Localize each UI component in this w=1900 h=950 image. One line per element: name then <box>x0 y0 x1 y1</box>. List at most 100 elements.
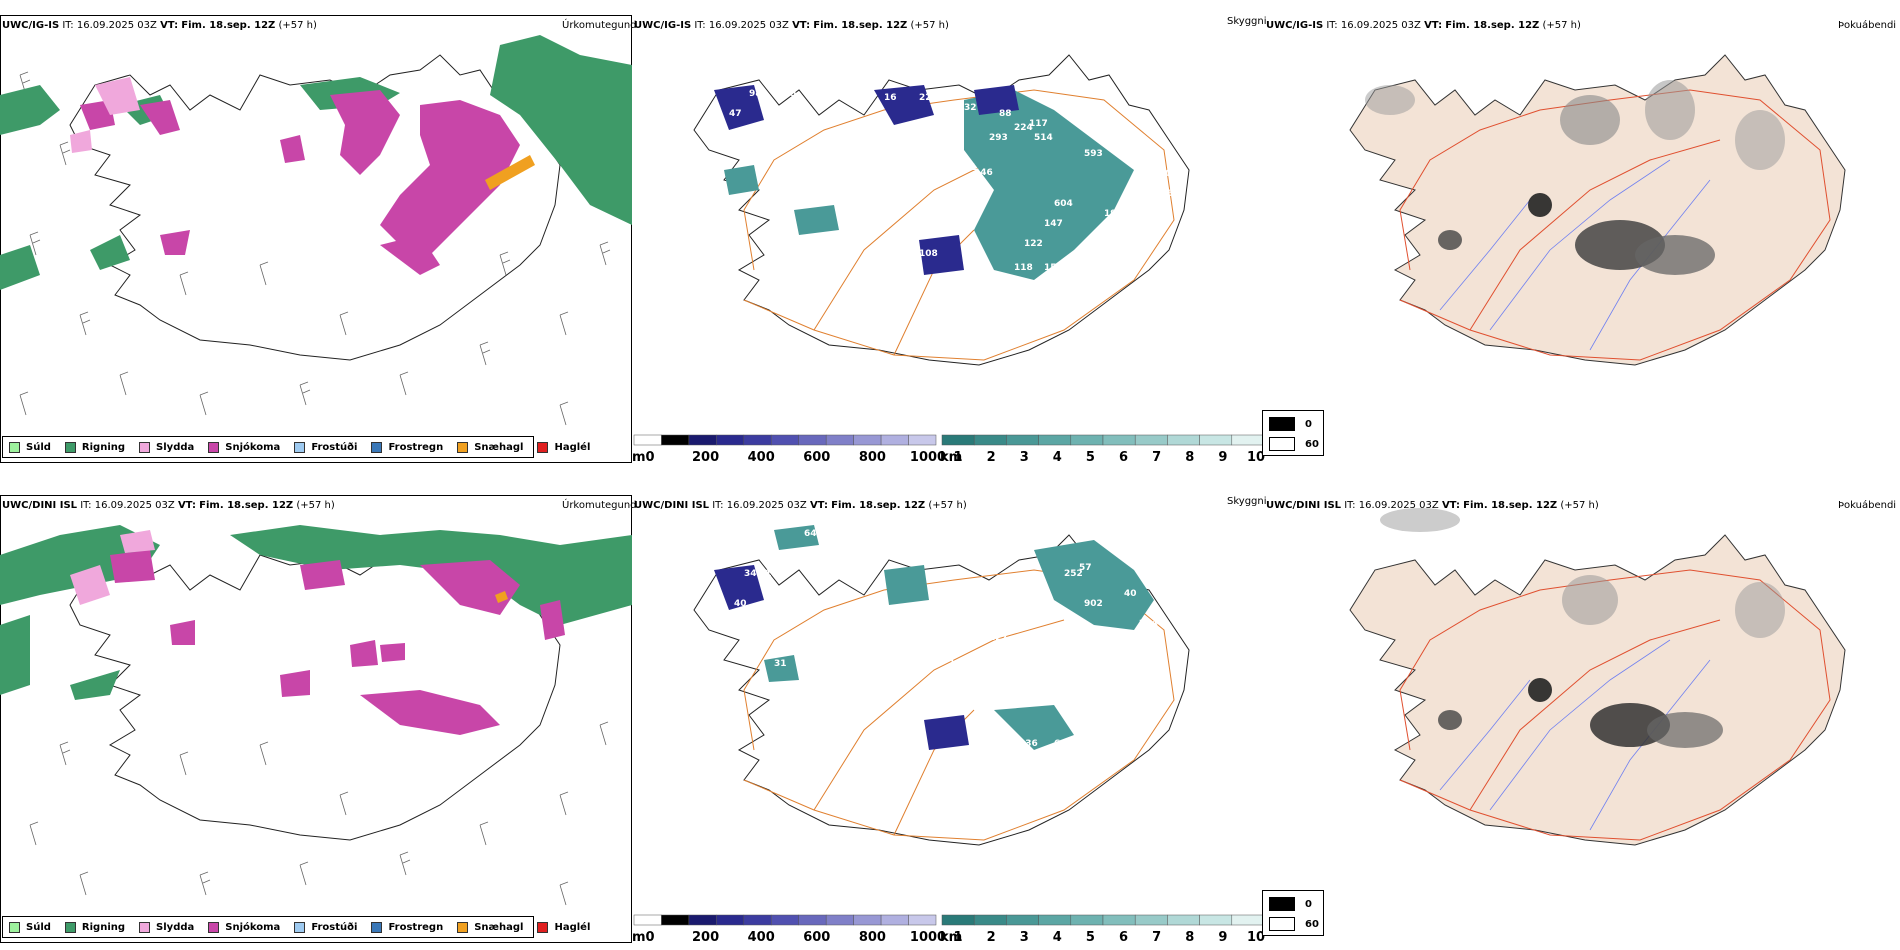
colorbar-swatch <box>771 914 799 926</box>
colorbar-swatch <box>973 434 1007 446</box>
colorbar-tick: 10 <box>1247 930 1265 945</box>
legend-swatch <box>537 921 549 933</box>
legend-item-snjokoma: Snjókoma <box>208 441 280 453</box>
vis-value: 16 <box>884 93 897 103</box>
colorbar-tick: 4 <box>1053 450 1062 465</box>
vis-value: 307 <box>1134 149 1153 159</box>
colorbar-tick: 0 <box>645 450 654 465</box>
colorbar-swatch <box>798 434 827 446</box>
vis-value: 22 <box>919 93 932 103</box>
row1-title-fog: Þokuábendi <box>1838 20 1897 31</box>
row2-precip-map-frame <box>0 495 632 943</box>
colorbar-swatch <box>973 914 1007 926</box>
colorbar-tick: 7 <box>1152 930 1161 945</box>
legend-swatch <box>208 921 220 933</box>
colorbar-tick: 200 <box>692 450 719 465</box>
colorbar-swatch <box>743 914 772 926</box>
vis-value: 21 <box>964 163 977 173</box>
fog-swatch-white <box>1269 437 1295 451</box>
vis-value: 122 <box>1024 239 1043 249</box>
legend-item-slydda: Slydda <box>139 441 194 453</box>
legend-swatch <box>139 441 151 453</box>
vis-value: 40 <box>734 599 747 609</box>
row2-visibility-map: 641 34 110 40 58 252 57 40 902 234 227 1… <box>693 525 1190 846</box>
roads <box>1399 89 1831 361</box>
colorbar-swatch <box>661 914 690 926</box>
vis-value: 102 <box>814 119 833 129</box>
colorbar-m: m 0 200 400 600 800 1000 <box>632 434 946 465</box>
visibility-labels: 641 34 110 40 58 252 57 40 902 234 227 1… <box>734 529 1158 759</box>
vis-value: 252 <box>1064 569 1083 579</box>
row1-title-precip-type: Úrkomutegund <box>562 20 637 31</box>
colorbar-swatch <box>941 914 975 926</box>
legend-swatch <box>208 441 220 453</box>
legend-swatch <box>9 921 20 933</box>
colorbar-unit: km <box>940 450 962 465</box>
vis-value: 150 <box>1094 279 1113 289</box>
row2-header-vis: UWC/DINI ISL IT: 16.09.2025 03Z VT: Fim.… <box>634 500 967 511</box>
fog-swatch-black <box>1269 417 1295 431</box>
colorbar-swatch <box>1006 434 1039 446</box>
colorbar-tick: 800 <box>859 930 886 945</box>
row2-precip-legend: Súld Rigning Slydda Snjókoma Frostúði Fr… <box>2 916 590 938</box>
vis-value: 641 <box>804 529 823 539</box>
colorbar-tick: 1 <box>953 930 962 945</box>
vis-value: 198 <box>1104 209 1123 219</box>
vis-value: 147 <box>1044 219 1063 229</box>
fog-areas <box>1380 508 1785 748</box>
vis-value: 234 <box>1139 619 1158 629</box>
vis-value: 17 <box>864 263 877 273</box>
grain-area <box>495 591 508 603</box>
vis-value: 204 <box>1159 169 1178 179</box>
vis-value: 593 <box>1084 149 1103 159</box>
row2-colorbars: m 0 200 400 600 800 1000 km1 2 3 4 5 6 7 8 9 10 <box>632 914 1265 945</box>
colorbar-tick: 5 <box>1086 930 1095 945</box>
legend-swatch <box>457 921 469 933</box>
colorbar-tick: 400 <box>748 930 775 945</box>
legend-swatch <box>64 441 76 453</box>
vis-value: 136 <box>1019 739 1038 749</box>
row2-title-visibility: Skyggni <box>1227 496 1267 507</box>
visibility-areas <box>714 525 1154 750</box>
colorbar-swatch <box>1167 914 1200 926</box>
vis-value: 47 <box>729 109 742 119</box>
vis-value: 902 <box>1084 599 1103 609</box>
colorbar-tick: 200 <box>692 930 719 945</box>
colorbar-tick: 0 <box>645 930 654 945</box>
legend-item-haglel: Haglél <box>537 921 590 933</box>
colorbar-tick: 6 <box>1119 930 1128 945</box>
vis-value: 57 <box>1079 563 1092 573</box>
vis-value: 108 <box>919 249 938 259</box>
vis-value: 131 <box>949 659 968 669</box>
colorbar-swatch <box>1167 434 1200 446</box>
legend-swatch <box>294 921 306 933</box>
colorbar-tick: 600 <box>803 930 830 945</box>
row2-fog-map <box>1349 508 1846 846</box>
legend-item-frostudi: Frostúði <box>294 921 357 933</box>
vis-value: 118 <box>1064 109 1083 119</box>
legend-swatch <box>9 441 20 453</box>
row1-colorbars: m 0 200 400 600 800 1000 km1 2 3 4 5 6 7 8 9 10 <box>632 434 1265 465</box>
colorbar-swatch <box>908 434 937 446</box>
vis-value: 293 <box>989 133 1008 143</box>
vis-value: 40 <box>1124 589 1137 599</box>
sleet-areas <box>70 77 140 153</box>
visibility-areas <box>714 85 1134 280</box>
colorbar-swatch <box>633 914 662 926</box>
colorbar-swatch <box>1102 434 1136 446</box>
colorbar-swatch <box>716 914 745 926</box>
legend-item-rigning: Rigning <box>64 441 125 453</box>
legend-item-snjokoma: Snjókoma <box>208 921 280 933</box>
row1-fog-map <box>1349 54 1846 366</box>
vis-value: 196 <box>1154 189 1173 199</box>
vis-value: 64 <box>1054 739 1067 749</box>
colorbar-tick: 3 <box>1020 930 1029 945</box>
legend-item-slydda: Slydda <box>139 921 194 933</box>
colorbar-swatch <box>1038 914 1072 926</box>
row2-precip-map <box>0 525 632 906</box>
vis-value: 177 <box>1104 739 1123 749</box>
vis-value: 153 <box>1044 263 1063 273</box>
legend-swatch <box>64 921 76 933</box>
colorbar-swatch <box>688 914 717 926</box>
vis-value: 604 <box>1054 199 1073 209</box>
